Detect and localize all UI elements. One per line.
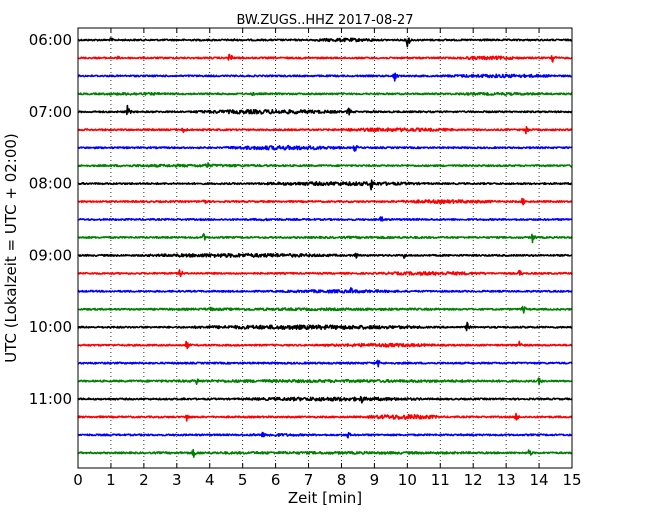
x-tick-label: 12 bbox=[464, 471, 483, 489]
x-tick-label: 5 bbox=[238, 471, 248, 489]
trace-row-06:00 bbox=[77, 37, 573, 48]
x-tick-label: 4 bbox=[205, 471, 215, 489]
trace-row-06:45 bbox=[77, 91, 573, 97]
y-tick-label: 10:00 bbox=[29, 318, 72, 336]
x-tick-label: 0 bbox=[73, 471, 83, 489]
y-tick-label: 11:00 bbox=[29, 390, 72, 408]
y-axis-label: UTC (Lokalzeit = UTC + 02:00) bbox=[2, 133, 20, 363]
x-tick-label: 8 bbox=[337, 471, 347, 489]
trace-row-06:30 bbox=[77, 72, 573, 82]
x-tick-label: 11 bbox=[431, 471, 450, 489]
y-axis-ticks: 06:00 07:00 08:00 09:00 10:00 11:00 bbox=[29, 31, 572, 408]
trace-row-10:30 bbox=[77, 359, 573, 368]
x-tick-label: 15 bbox=[562, 471, 581, 489]
trace-row-11:00 bbox=[77, 395, 573, 404]
x-tick-label: 14 bbox=[530, 471, 549, 489]
trace-row-08:00 bbox=[77, 179, 573, 191]
trace-row-11:45 bbox=[77, 448, 573, 458]
x-tick-label: 7 bbox=[304, 471, 314, 489]
trace-row-08:45 bbox=[77, 233, 573, 244]
x-axis-ticks: 0 1 2 3 4 5 6 7 8 9 10 11 12 13 14 15 bbox=[73, 28, 582, 489]
x-tick-label: 6 bbox=[271, 471, 281, 489]
trace-row-10:45 bbox=[77, 377, 573, 386]
x-tick-label: 13 bbox=[497, 471, 516, 489]
trace-row-09:15 bbox=[77, 269, 573, 278]
x-tick-label: 3 bbox=[172, 471, 182, 489]
x-axis-label: Zeit [min] bbox=[288, 489, 362, 507]
trace-row-10:15 bbox=[77, 340, 573, 350]
trace-row-07:00 bbox=[77, 104, 573, 116]
y-tick-label: 09:00 bbox=[29, 246, 72, 264]
trace-row-07:45 bbox=[77, 162, 573, 168]
x-tick-label: 2 bbox=[139, 471, 149, 489]
chart-title: BW.ZUGS..HHZ 2017-08-27 bbox=[236, 13, 413, 28]
trace-row-09:30 bbox=[77, 287, 573, 294]
trace-row-06:15 bbox=[77, 53, 573, 63]
trace-row-08:15 bbox=[77, 197, 573, 206]
trace-row-08:30 bbox=[77, 216, 573, 222]
trace-row-07:30 bbox=[77, 144, 573, 152]
y-tick-label: 06:00 bbox=[29, 31, 72, 49]
y-tick-label: 08:00 bbox=[29, 175, 72, 193]
trace-row-07:15 bbox=[77, 126, 573, 135]
trace-row-11:15 bbox=[77, 412, 573, 422]
trace-row-10:00 bbox=[77, 321, 573, 332]
y-tick-label: 07:00 bbox=[29, 103, 72, 121]
vertical-grid bbox=[110, 28, 540, 468]
plot-frame bbox=[77, 27, 573, 469]
trace-row-09:45 bbox=[77, 305, 573, 314]
x-tick-label: 1 bbox=[106, 471, 116, 489]
seismogram-traces bbox=[77, 37, 573, 458]
x-tick-label: 9 bbox=[370, 471, 380, 489]
x-tick-label: 10 bbox=[398, 471, 417, 489]
trace-row-11:30 bbox=[77, 431, 573, 439]
trace-row-09:00 bbox=[77, 252, 573, 259]
